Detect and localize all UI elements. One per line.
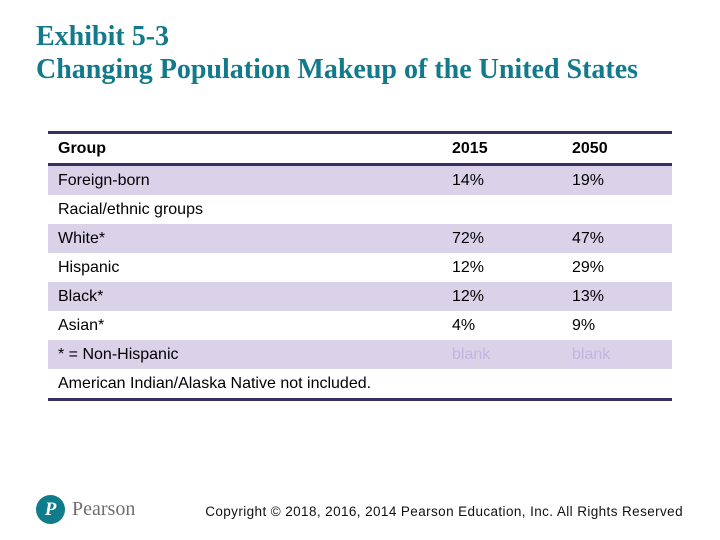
row-label: Foreign-born [48,164,452,195]
column-header-2050: 2050 [572,132,672,166]
value-2050: 47% [572,224,672,253]
copyright-text: Copyright © 2018, 2016, 2014 Pearson Edu… [205,504,683,519]
value-2050: 29% [572,253,672,282]
row-label: * = Non-Hispanic [48,340,452,369]
value-2015: 12% [452,282,572,311]
value-2015 [452,369,572,400]
value-2050: 19% [572,164,672,195]
row-label: Racial/ethnic groups [48,195,452,224]
value-2015 [452,195,572,224]
table-header-row: Group 2015 2050 [48,132,672,166]
value-2050 [572,369,672,400]
row-label: White* [48,224,452,253]
table-body: Foreign-born 14% 19% Racial/ethnic groups Wh… [48,164,672,400]
table-row: White* 72% 47% [48,224,672,253]
pearson-logo-initial: P [44,499,57,520]
exhibit-number: Exhibit 5-3 [36,21,170,52]
value-2015: 14% [452,164,572,195]
table-row: Racial/ethnic groups [48,195,672,224]
value-2015: blank [452,340,572,369]
row-label: Hispanic [48,253,452,282]
value-2050 [572,195,672,224]
value-2050: blank [572,340,672,369]
value-2015: 72% [452,224,572,253]
table-row: Asian* 4% 9% [48,311,672,340]
value-2050: 9% [572,311,672,340]
column-header-2015: 2015 [452,132,572,166]
row-label: American Indian/Alaska Native not includ… [48,369,452,400]
table-row: Black* 12% 13% [48,282,672,311]
table-row: Hispanic 12% 29% [48,253,672,282]
table-row: * = Non-Hispanic blank blank [48,340,672,369]
table-row: American Indian/Alaska Native not includ… [48,369,672,400]
column-header-group: Group [48,132,452,166]
population-table: Group 2015 2050 Foreign-born 14% 19% Racial… [48,131,672,401]
exhibit-title: Changing Population Makeup of the United… [36,54,639,85]
value-2050: 13% [572,282,672,311]
pearson-wordmark: Pearson [72,498,136,520]
pearson-logo-icon: P [36,495,65,524]
value-2015: 4% [452,311,572,340]
row-label: Black* [48,282,452,311]
row-label: Asian* [48,311,452,340]
pearson-logo: P Pearson [36,495,135,524]
value-2015: 12% [452,253,572,282]
table-row: Foreign-born 14% 19% [48,164,672,195]
slide-title: Exhibit 5-3 Changing Population Makeup o… [36,20,638,86]
